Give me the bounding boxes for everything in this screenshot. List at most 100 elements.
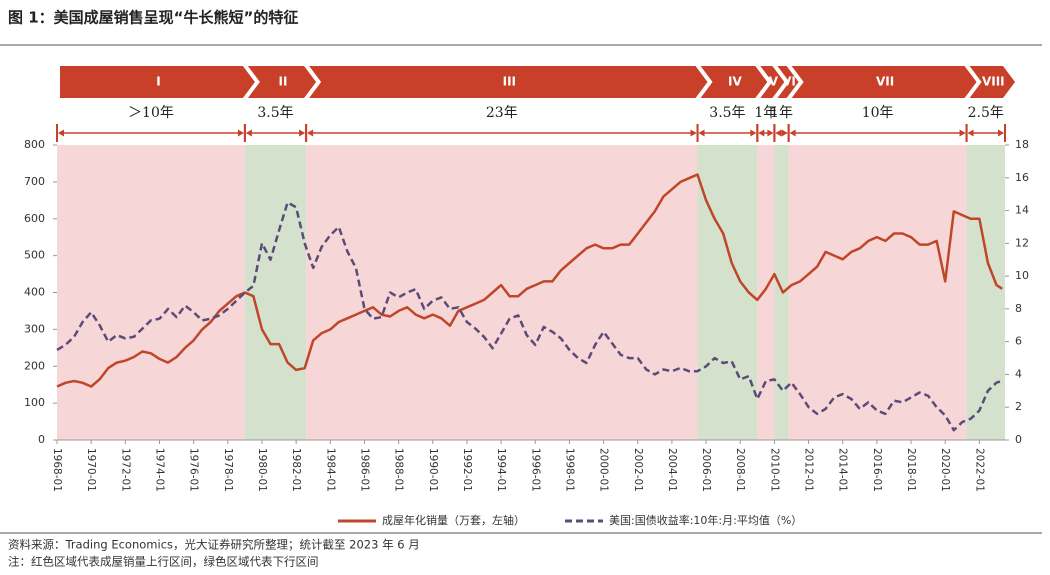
phase-arrow — [760, 66, 785, 98]
phase-duration: 1年 — [770, 105, 793, 121]
y2-tick-label: 10 — [1015, 269, 1029, 282]
x-tick-label: 1974-01 — [153, 448, 165, 492]
footnote: 注：红色区域代表成屋销量上行区间，绿色区域代表下行区间 — [8, 555, 319, 569]
phase-label: I — [156, 75, 160, 89]
x-tick-label: 1984-01 — [324, 448, 336, 492]
phase-duration: 3.5年 — [709, 105, 745, 121]
phase-label: III — [503, 75, 516, 89]
y2-tick-label: 6 — [1015, 335, 1022, 348]
legend-label: 成屋年化销量（万套，左轴） — [382, 513, 525, 527]
span-head — [998, 129, 1004, 137]
x-tick-label: 2018-01 — [905, 448, 917, 492]
span-head — [245, 129, 252, 137]
phase-region — [244, 145, 307, 440]
span-head — [789, 129, 796, 137]
x-tick-label: 2010-01 — [768, 448, 780, 492]
y2-tick-label: 12 — [1015, 236, 1029, 249]
y-tick-label: 200 — [24, 359, 45, 372]
x-tick-label: 2008-01 — [734, 448, 746, 492]
phase-duration: 3.5年 — [257, 105, 293, 121]
y2-tick-label: 0 — [1015, 433, 1022, 446]
span-head — [967, 129, 974, 137]
x-tick-label: 1972-01 — [119, 448, 131, 492]
x-tick-label: 1986-01 — [358, 448, 370, 492]
x-tick-label: 2022-01 — [973, 448, 985, 492]
x-tick-label: 2012-01 — [803, 448, 815, 492]
span-head — [307, 129, 314, 137]
x-tick-label: 2016-01 — [871, 448, 883, 492]
span-head — [775, 129, 782, 137]
source-note: 资料来源：Trading Economics，光大证券研究所整理；统计截至 20… — [8, 538, 420, 552]
phase-label: VII — [876, 75, 894, 89]
x-tick-label: 2002-01 — [632, 448, 644, 492]
span-head — [767, 129, 774, 137]
x-tick-label: 1994-01 — [495, 448, 507, 492]
phase-duration: 1年 — [754, 105, 777, 121]
y-tick-label: 400 — [24, 286, 45, 299]
x-tick-label: 2014-01 — [837, 448, 849, 492]
phase-arrow — [247, 66, 317, 98]
phase-region — [757, 145, 775, 440]
x-tick-label: 1982-01 — [290, 448, 302, 492]
phase-region — [774, 145, 789, 440]
y2-tick-label: 14 — [1015, 204, 1029, 217]
span-head — [698, 129, 705, 137]
span-head — [58, 129, 64, 137]
legend-label: 美国:国债收益率:10年:月:平均值（%） — [609, 513, 802, 527]
phase-arrow — [969, 66, 1015, 98]
x-tick-label: 1990-01 — [427, 448, 439, 492]
phase-region — [57, 145, 245, 440]
x-tick-label: 1976-01 — [188, 448, 200, 492]
phase-duration: 23年 — [486, 105, 518, 121]
y2-tick-label: 8 — [1015, 302, 1022, 315]
span-head — [959, 129, 966, 137]
x-tick-label: 1988-01 — [393, 448, 405, 492]
span-head — [781, 129, 788, 137]
phase-arrow — [777, 66, 799, 98]
y-tick-label: 600 — [24, 212, 45, 225]
series-line — [56, 201, 1003, 432]
x-tick-label: 2004-01 — [666, 448, 678, 492]
x-tick-label: 1978-01 — [222, 448, 234, 492]
x-tick-label: 2000-01 — [598, 448, 610, 492]
phase-duration: ＞10年 — [128, 105, 174, 121]
phase-region — [966, 145, 1005, 440]
span-head — [237, 129, 244, 137]
phase-arrow — [791, 66, 977, 98]
y-tick-label: 700 — [24, 175, 45, 188]
x-tick-label: 1970-01 — [85, 448, 97, 492]
chart-title: 图 1：美国成屋销售呈现“牛长熊短”的特征 — [8, 9, 298, 27]
span-head — [758, 129, 765, 137]
x-tick-label: 1968-01 — [51, 448, 63, 492]
y2-tick-label: 18 — [1015, 138, 1029, 151]
span-head — [750, 129, 757, 137]
phase-region — [788, 145, 967, 440]
span-head — [690, 129, 697, 137]
y2-tick-label: 4 — [1015, 367, 1022, 380]
x-tick-label: 2006-01 — [700, 448, 712, 492]
phase-arrow — [60, 66, 255, 98]
y2-tick-label: 2 — [1015, 400, 1022, 413]
x-tick-label: 1980-01 — [256, 448, 268, 492]
phase-arrow — [700, 66, 768, 98]
y-tick-label: 0 — [38, 433, 45, 446]
span-head — [299, 129, 306, 137]
phase-label: II — [279, 75, 288, 89]
phase-label: V — [769, 75, 779, 89]
phase-arrow — [309, 66, 708, 98]
x-tick-label: 1998-01 — [563, 448, 575, 492]
phase-label: IV — [728, 75, 742, 89]
x-tick-label: 1996-01 — [529, 448, 541, 492]
phase-duration: 10年 — [862, 105, 894, 121]
y-tick-label: 800 — [24, 138, 45, 151]
y-tick-label: 300 — [24, 322, 45, 335]
phase-duration: 2.5年 — [968, 105, 1004, 121]
y2-tick-label: 16 — [1015, 171, 1029, 184]
x-tick-label: 1992-01 — [461, 448, 473, 492]
phase-label: VIII — [982, 75, 1005, 89]
phase-region — [306, 145, 698, 440]
y-tick-label: 100 — [24, 396, 45, 409]
y-tick-label: 500 — [24, 249, 45, 262]
x-tick-label: 2020-01 — [939, 448, 951, 492]
